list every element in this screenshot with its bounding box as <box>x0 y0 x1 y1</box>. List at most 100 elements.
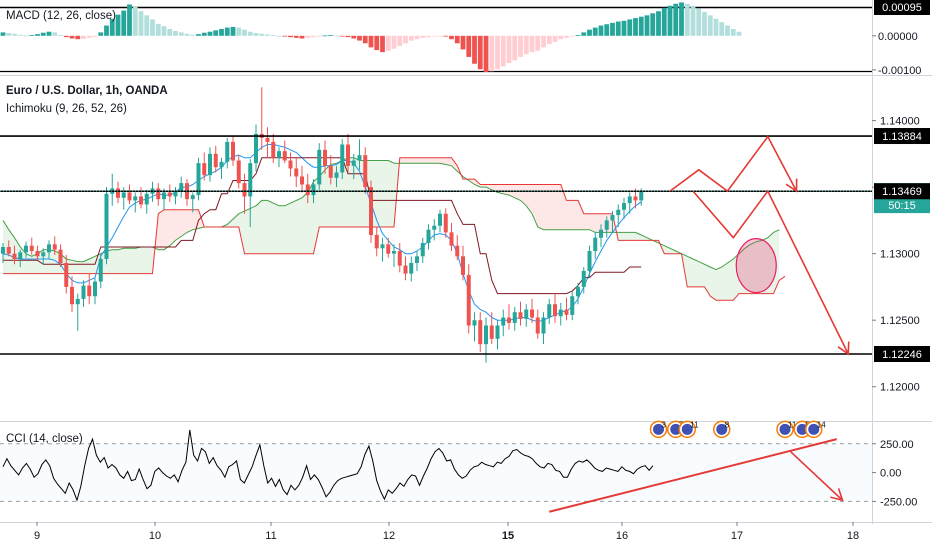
macd-histogram-bar <box>592 27 598 36</box>
candle-body <box>196 163 201 196</box>
price-label-box <box>874 345 930 362</box>
macd-histogram-bar <box>98 32 104 36</box>
candle-body <box>156 188 161 200</box>
cloud-segment <box>118 248 124 274</box>
candle <box>265 127 270 158</box>
macd-histogram-bar <box>328 35 334 36</box>
candle <box>512 306 517 331</box>
macd-histogram-bar <box>184 33 190 36</box>
candle <box>167 184 172 202</box>
cloud-segment <box>267 200 274 254</box>
macd-histogram-bar <box>282 35 288 37</box>
candle <box>93 277 97 305</box>
flag-icon-inner <box>681 423 693 435</box>
candle <box>98 253 103 289</box>
cloud-segment <box>313 176 320 254</box>
candle-body <box>87 285 92 297</box>
candle-body <box>248 163 253 197</box>
macd-histogram-bar <box>713 18 719 36</box>
candle-body <box>300 176 304 185</box>
cloud-segment <box>8 229 15 274</box>
candle <box>489 312 494 345</box>
macd-histogram-bar <box>173 31 178 36</box>
macd-histogram-bar <box>426 35 431 38</box>
macd-histogram-bar <box>420 35 426 38</box>
macd-histogram-bar <box>679 2 684 36</box>
macd-histogram-bar <box>259 33 265 36</box>
cloud-segment <box>578 200 584 230</box>
cloud-segment <box>445 157 452 166</box>
level-price-tag: 1.12246 <box>874 345 930 362</box>
candle-body <box>116 188 120 198</box>
cloud-segment <box>238 211 245 254</box>
candle-body <box>507 317 511 323</box>
cloud-segment <box>89 256 95 274</box>
macd-histogram-bar <box>443 35 449 37</box>
candle-body <box>610 215 615 221</box>
candle-body <box>162 192 166 200</box>
cci-pane: CCI (14, close) <box>0 429 872 513</box>
candle-body <box>524 309 529 319</box>
candle-body <box>231 141 235 161</box>
cloud-segment <box>555 184 561 230</box>
candle-body <box>294 168 299 177</box>
candle-body <box>369 187 373 236</box>
indicator-label: Ichimoku (9, 26, 52, 26) <box>6 103 127 115</box>
cloud-segment <box>175 209 182 241</box>
cloud-segment <box>624 232 630 241</box>
event-marker: 8 <box>713 420 731 439</box>
macd-histogram-bar <box>345 35 351 38</box>
cloud-segment <box>376 160 383 228</box>
candle-body <box>81 285 86 299</box>
macd-histogram-bar <box>265 34 270 36</box>
candle <box>6 240 11 257</box>
candle <box>47 240 51 259</box>
candle-body <box>639 191 644 201</box>
price-label-text: 1.13884 <box>882 131 922 143</box>
candle <box>81 280 86 307</box>
candle <box>478 312 483 353</box>
candle-body <box>518 312 523 319</box>
macd-histogram-bar <box>587 29 592 36</box>
macd-histogram-bar <box>719 22 725 36</box>
cloud-segment <box>181 209 187 237</box>
candle <box>507 304 511 330</box>
candle-body <box>530 309 534 318</box>
candle-body <box>104 193 109 259</box>
candle-body <box>1 247 5 254</box>
macd-histogram-bar <box>322 35 328 37</box>
price-tick-label: 1.13000 <box>880 249 920 261</box>
macd-histogram-bar <box>702 11 707 36</box>
candle <box>535 309 540 339</box>
cloud-segment <box>762 237 768 294</box>
macd-histogram-bar <box>621 20 627 36</box>
event-marker: 3 <box>649 420 668 439</box>
cloud-segment <box>129 248 136 274</box>
candle <box>524 304 529 327</box>
macd-tick-label: -0.00100 <box>878 65 921 77</box>
macd-histogram-bar <box>610 22 615 36</box>
candle-body <box>219 161 224 168</box>
candle <box>553 293 557 323</box>
macd-histogram-bar <box>201 32 207 36</box>
cloud-segment <box>31 253 38 274</box>
candle <box>225 137 230 169</box>
candle-body <box>213 153 218 168</box>
candle-body <box>627 196 632 204</box>
cloud-segment <box>716 266 722 301</box>
cloud-segment <box>486 184 492 190</box>
macd-histogram-bar <box>667 5 673 36</box>
macd-histogram-bar <box>638 16 644 36</box>
candle <box>271 133 276 164</box>
candle-body <box>581 270 586 287</box>
cloud-segment <box>704 264 711 297</box>
candle-body <box>622 203 626 210</box>
event-marker-count: 3 <box>662 420 667 429</box>
cloud-segment <box>618 232 624 241</box>
macd-histogram-bar <box>684 3 690 36</box>
candle-body <box>282 151 287 161</box>
candle <box>363 147 368 194</box>
candle-body <box>167 192 172 197</box>
candle <box>179 176 184 198</box>
macd-histogram-bar <box>196 34 201 36</box>
